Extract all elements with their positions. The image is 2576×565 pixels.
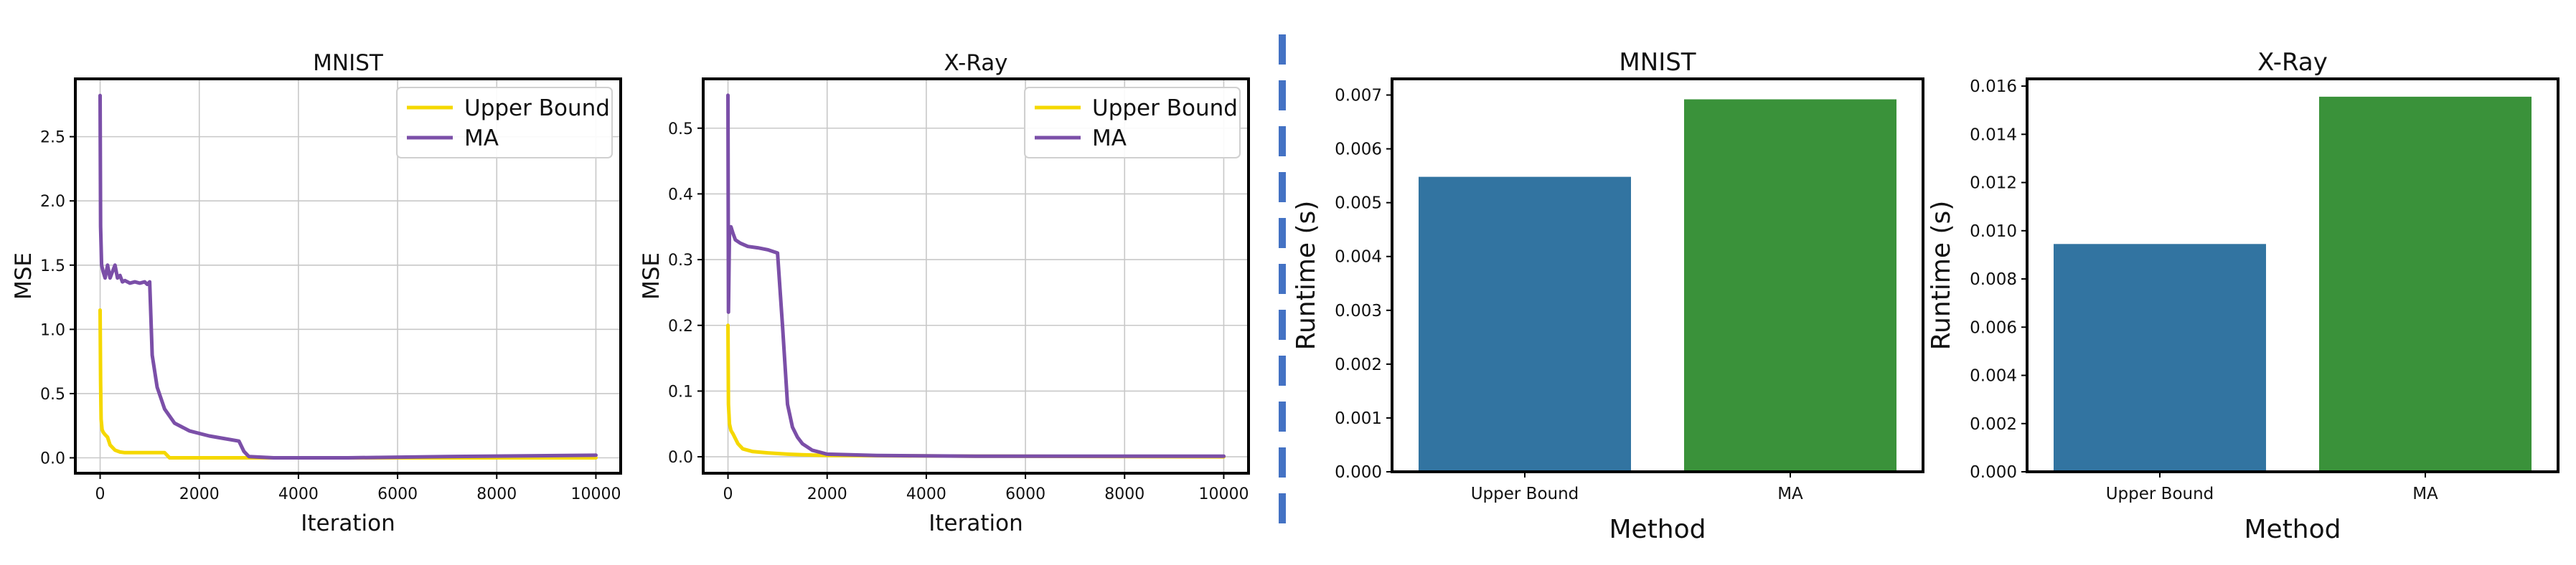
y-tick-label: 0.002 [1335,356,1382,374]
series-line-upper-bound [726,323,1226,459]
y-tick-label: 0.003 [1335,302,1382,321]
x-tick-label: 4000 [906,485,946,503]
y-tick-label: 2.0 [40,193,65,211]
legend-label: MA [464,125,499,151]
x-tick-label: 0 [723,485,733,503]
y-tick-label: 0.006 [1970,318,2017,337]
x-tick-label: 10000 [570,485,621,503]
y-axis-label: MSE [639,252,664,300]
chart-4: Upper Bound MA 0.000 0.002 0.004 0.006 0.008 0.… [1927,48,2559,544]
legend-label: MA [1092,125,1127,151]
y-tick-label: 1.0 [40,321,65,339]
chart-title: X-Ray [2257,48,2328,77]
x-tick-label: 2000 [807,485,847,503]
y-tick-label: 0.005 [1335,194,1382,213]
legend-box [396,87,613,158]
y-tick-label: 0.2 [668,318,693,336]
chart-title: MNIST [1619,48,1696,77]
y-tick-label: 0.004 [1335,248,1382,267]
chart-title: MNIST [313,50,384,76]
legend-label: Upper Bound [1092,95,1238,121]
chart-1: 0 2000 4000 6000 8000 10000 0.0 0.5 1.0 1.5 2.0 2.5… [11,50,622,536]
y-tick-label: 2.5 [40,129,65,147]
plot-frame [2026,77,2559,473]
series-line-upper-bound [98,308,598,460]
y-tick-label: 0.012 [1970,174,2017,193]
y-tick-label: 0.006 [1335,141,1382,159]
y-tick-label: 0.001 [1335,409,1382,428]
y-axis-label: Runtime (s) [1927,201,1956,351]
y-tick-label: 0.008 [1970,270,2017,289]
chart-3: Upper Bound MA 0.000 0.001 0.002 0.003 0.004 0.… [1292,48,1924,544]
x-tick-label: 2000 [179,485,220,503]
x-tick-label: MA [1777,485,1803,503]
legend: Upper Bound MA [1024,87,1241,158]
y-tick-label: 0.014 [1970,125,2017,144]
x-axis-label: Iteration [301,511,395,536]
y-tick-label: 0.000 [1335,463,1382,482]
x-tick-label: 0 [95,485,105,503]
y-tick-label: 0.5 [668,120,693,138]
y-tick-label: 0.0 [40,450,65,468]
y-tick-label: 1.5 [40,257,65,275]
bar-1 [2054,244,2266,472]
series-line-ma [726,93,1226,458]
x-tick-label: 6000 [1005,485,1045,503]
y-tick-label: 0.0 [668,449,693,467]
x-tick-label: Upper Bound [1471,485,1579,503]
x-tick-label: MA [2412,485,2438,503]
x-tick-label: 10000 [1198,485,1249,503]
y-axis-label: MSE [11,252,37,300]
y-tick-label: 0.002 [1970,415,2017,434]
legend: Upper Bound MA [396,87,613,158]
bar-2 [2319,96,2532,472]
y-tick-label: 0.4 [668,186,693,204]
x-tick-label: 6000 [377,485,418,503]
bar-2 [1684,99,1896,473]
legend-box [1024,87,1241,158]
x-tick-label: Upper Bound [2106,485,2214,503]
y-tick-label: 0.010 [1970,222,2017,241]
y-tick-label: 0.016 [1970,77,2017,96]
plot-frame [74,77,622,475]
y-tick-label: 0.1 [668,383,693,401]
x-tick-label: 8000 [476,485,517,503]
bar-1 [1419,176,1631,472]
plot-frame [702,77,1250,475]
y-tick-label: 0.007 [1335,87,1382,105]
x-axis-label: Method [2244,515,2341,544]
x-axis-label: Iteration [929,511,1023,536]
y-axis-label: Runtime (s) [1292,201,1321,351]
chart-2: 0 2000 4000 6000 8000 10000 0.0 0.1 0.2 0.3 0.4 0.5… [639,50,1250,536]
x-tick-label: 4000 [278,485,319,503]
x-axis-label: Method [1609,515,1706,544]
chart-title: X-Ray [944,50,1007,76]
x-tick-label: 8000 [1104,485,1144,503]
y-tick-label: 0.3 [668,252,693,270]
y-tick-label: 0.004 [1970,367,2017,386]
plot-frame [1391,77,1924,473]
y-tick-label: 0.000 [1970,463,2017,482]
legend-label: Upper Bound [464,95,610,121]
y-tick-label: 0.5 [40,386,65,404]
series-line-ma [98,93,598,460]
